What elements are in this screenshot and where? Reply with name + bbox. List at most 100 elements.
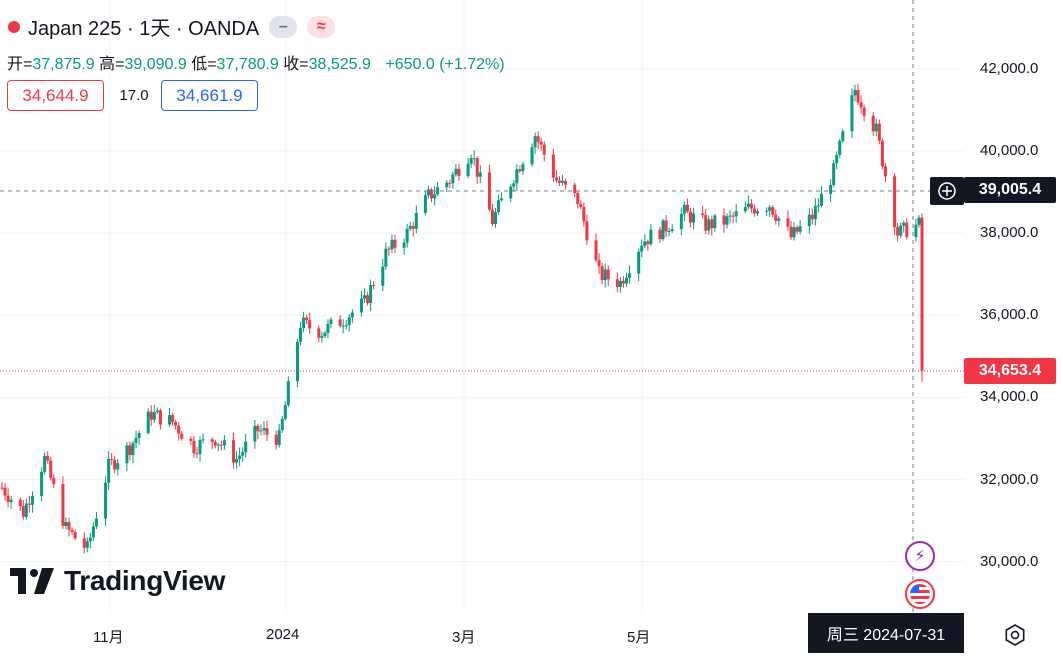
candle-body xyxy=(841,131,845,141)
candle-body xyxy=(743,207,747,212)
candle-body xyxy=(0,487,4,489)
candle-body xyxy=(91,526,95,538)
candle-body xyxy=(707,219,711,231)
candle-body xyxy=(222,440,226,446)
candle-body xyxy=(478,172,482,177)
candle-body xyxy=(752,208,756,214)
tradingview-logo[interactable]: TradingView xyxy=(10,565,225,597)
symbol-title[interactable]: Japan 225 · 1天 · OANDA xyxy=(28,18,260,40)
candle-body xyxy=(369,285,373,304)
candle-body xyxy=(426,189,430,196)
candle-body xyxy=(795,227,799,232)
y-tick-label: 38,000.0 xyxy=(980,224,1039,241)
candle-body xyxy=(722,215,726,225)
candle-body xyxy=(381,266,385,286)
candle-body xyxy=(177,425,181,434)
horizontal-gridlines xyxy=(0,68,964,562)
close-value: 38,525.9 xyxy=(308,56,371,73)
bolt-icon[interactable]: ⚡ xyxy=(905,541,935,571)
candle-body xyxy=(448,182,452,184)
candle-body xyxy=(168,415,172,425)
candle-body xyxy=(344,325,348,327)
candle-body xyxy=(85,541,89,548)
candle-body xyxy=(512,183,516,187)
candle-body xyxy=(646,241,650,245)
settings-icon[interactable] xyxy=(1003,623,1027,652)
ohlc-legend: 开=37,875.9 高=39,090.9 低=37,780.9 收=38,52… xyxy=(7,50,505,74)
candle-body xyxy=(457,168,461,177)
candle-body xyxy=(61,484,65,526)
sell-button[interactable]: 34,644.9 xyxy=(7,80,104,111)
candle-body xyxy=(832,163,836,186)
candle-body xyxy=(838,140,842,155)
candle-body xyxy=(411,225,415,229)
candle-body xyxy=(259,430,263,432)
candle-body xyxy=(430,189,434,199)
candle-body xyxy=(280,418,284,430)
candle-body xyxy=(768,207,772,211)
candle-body xyxy=(685,204,689,212)
buy-button[interactable]: 34,661.9 xyxy=(161,80,258,111)
candle-body xyxy=(454,168,458,175)
candle-body xyxy=(704,215,708,231)
flag-wave-icon[interactable]: ≈ xyxy=(307,15,336,38)
candle-body xyxy=(363,295,367,299)
candle-body xyxy=(46,455,50,461)
candle-body xyxy=(70,529,74,532)
plus-circle-icon[interactable] xyxy=(930,177,964,205)
candle-body xyxy=(433,194,437,199)
candle-body xyxy=(518,169,522,172)
candle-body xyxy=(30,495,34,505)
candle-body xyxy=(6,495,10,502)
candle-body xyxy=(649,229,653,245)
collapse-icon[interactable]: – xyxy=(269,15,298,38)
candle-body xyxy=(509,186,513,199)
candle-body xyxy=(664,220,668,232)
low-value: 37,780.9 xyxy=(216,56,279,73)
us-flag-icon[interactable] xyxy=(905,579,935,609)
candle-body xyxy=(816,205,820,207)
x-tick-label: 3月 xyxy=(452,629,476,646)
candle-body xyxy=(323,332,327,336)
candle-body xyxy=(238,455,242,459)
crosshair-price-tag: 39,005.4 xyxy=(964,177,1056,203)
candle-body xyxy=(320,335,324,338)
candle-body xyxy=(64,522,68,526)
candle-body xyxy=(597,260,601,267)
y-tick-label: 30,000.0 xyxy=(980,553,1039,570)
low-label: 低= xyxy=(191,56,217,73)
candle-body xyxy=(232,440,236,463)
candle-body xyxy=(871,115,875,132)
candle-body xyxy=(554,177,558,181)
high-label: 高= xyxy=(99,56,125,73)
candle-body xyxy=(472,158,476,160)
candle-body xyxy=(192,440,196,454)
candle-body xyxy=(317,328,321,338)
candle-body xyxy=(107,459,111,483)
candle-body xyxy=(219,444,223,446)
candle-body xyxy=(692,213,696,223)
candle-body xyxy=(283,405,287,419)
candle-body xyxy=(128,445,132,456)
candle-body xyxy=(387,248,391,250)
candle-body xyxy=(643,241,647,246)
candles xyxy=(0,83,924,554)
candle-body xyxy=(213,441,217,446)
candle-body xyxy=(813,205,817,220)
y-tick-label: 36,000.0 xyxy=(980,306,1039,323)
candle-body xyxy=(880,140,884,167)
candle-body xyxy=(277,429,281,445)
candle-body xyxy=(603,269,607,281)
candle-body xyxy=(405,228,409,243)
candle-body xyxy=(777,218,781,221)
candle-body xyxy=(384,248,388,267)
candle-body xyxy=(551,154,555,178)
candle-body xyxy=(789,226,793,238)
symbol-header: Japan 225 · 1天 · OANDA – ≈ xyxy=(8,12,336,41)
candle-body xyxy=(110,459,114,461)
candle-body xyxy=(661,220,665,240)
candle-body xyxy=(113,459,117,470)
candle-body xyxy=(372,285,376,287)
candle-body xyxy=(52,478,56,485)
